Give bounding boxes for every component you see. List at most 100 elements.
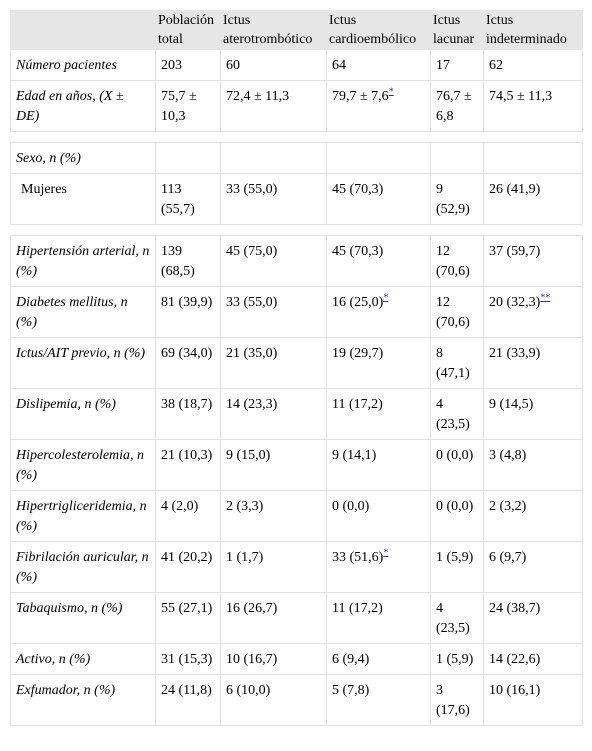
cell: 38 (18,7) xyxy=(155,388,221,440)
cell: 24 (11,8) xyxy=(155,674,221,726)
cell: 69 (34,0) xyxy=(155,337,221,389)
cell: 24 (38,7) xyxy=(483,592,583,644)
spacer-cell xyxy=(430,131,484,143)
empty-cell xyxy=(155,142,221,174)
cell-text: 20 (32,3) xyxy=(489,295,541,310)
cell: 11 (17,2) xyxy=(326,592,431,644)
cell: 6 (9,4) xyxy=(326,643,431,675)
cell: 4 (23,5) xyxy=(430,592,484,644)
cell: 4 (2,0) xyxy=(155,490,221,542)
cell-text: 79,7 ± 7,6 xyxy=(332,89,389,104)
cell: 81 (39,9) xyxy=(155,286,221,338)
empty-cell xyxy=(430,142,484,174)
row-label: Mujeres xyxy=(10,173,156,225)
spacer-cell xyxy=(430,224,484,236)
cell: 31 (15,3) xyxy=(155,643,221,675)
cell: 19 (29,7) xyxy=(326,337,431,389)
cell: 1 (1,7) xyxy=(220,541,327,593)
cell: 64 xyxy=(326,49,431,81)
spacer-cell xyxy=(326,224,431,236)
cell: 74,5 ± 11,3 xyxy=(483,80,583,132)
table-row: Ictus/AIT previo, n (%) 69 (34,0) 21 (35,0… xyxy=(10,337,583,389)
cell: 60 xyxy=(220,49,327,81)
cell: 3 (17,6) xyxy=(430,674,484,726)
header-cell: Ictus lacunar xyxy=(430,10,484,50)
cell: 139 (68,5) xyxy=(155,235,221,287)
cell: 45 (75,0) xyxy=(220,235,327,287)
cell: 20 (32,3)** xyxy=(483,286,583,338)
cell: 14 (23,3) xyxy=(220,388,327,440)
empty-cell xyxy=(220,142,327,174)
cell: 11 (17,2) xyxy=(326,388,431,440)
row-label: Hipercolesterolemia, n (%) xyxy=(10,439,156,491)
cell: 1 (5,9) xyxy=(430,643,484,675)
cell: 6 (9,7) xyxy=(483,541,583,593)
cell: 9 (14,1) xyxy=(326,439,431,491)
footnote-link[interactable]: * xyxy=(383,547,389,559)
cell: 16 (25,0)* xyxy=(326,286,431,338)
cell: 3 (4,8) xyxy=(483,439,583,491)
table-row: Sexo, n (%) xyxy=(10,142,583,174)
cell: 21 (33,9) xyxy=(483,337,583,389)
cell: 6 (10,0) xyxy=(220,674,327,726)
cell: 203 xyxy=(155,49,221,81)
cell: 75,7 ± 10,3 xyxy=(155,80,221,132)
spacer-cell xyxy=(155,131,221,143)
cell: 33 (51,6)* xyxy=(326,541,431,593)
footnote-link[interactable]: * xyxy=(388,86,394,98)
cell: 113 (55,7) xyxy=(155,173,221,225)
cell: 5 (7,8) xyxy=(326,674,431,726)
cell: 1 (5,9) xyxy=(430,541,484,593)
spacer-cell xyxy=(483,224,583,236)
header-cell xyxy=(10,10,156,50)
cell: 16 (26,7) xyxy=(220,592,327,644)
cell: 62 xyxy=(483,49,583,81)
data-table: Población total Ictus aterotrombótico Ictu… xyxy=(10,10,583,726)
row-label: Ictus/AIT previo, n (%) xyxy=(10,337,156,389)
row-label: Hipertrigliceridemia, n (%) xyxy=(10,490,156,542)
table-row: Tabaquismo, n (%) 55 (27,1) 16 (26,7) 11 (1… xyxy=(10,592,583,644)
spacer-cell xyxy=(10,131,156,143)
cell: 9 (52,9) xyxy=(430,173,484,225)
header-cell: Ictus aterotrombótico xyxy=(220,10,327,50)
cell: 10 (16,7) xyxy=(220,643,327,675)
spacer-cell xyxy=(10,224,156,236)
spacer-cell xyxy=(155,224,221,236)
cell-text: 33 (51,6) xyxy=(332,550,384,565)
cell: 33 (55,0) xyxy=(220,286,327,338)
cell: 72,4 ± 11,3 xyxy=(220,80,327,132)
cell: 17 xyxy=(430,49,484,81)
footnote-link[interactable]: * xyxy=(383,292,389,304)
table-row: Diabetes mellitus, n (%) 81 (39,9) 33 (55,… xyxy=(10,286,583,338)
cell: 21 (35,0) xyxy=(220,337,327,389)
table-row: Mujeres 113 (55,7) 33 (55,0) 45 (70,3) 9 (52… xyxy=(10,173,583,225)
row-label: Diabetes mellitus, n (%) xyxy=(10,286,156,338)
cell: 76,7 ± 6,8 xyxy=(430,80,484,132)
cell: 79,7 ± 7,6* xyxy=(326,80,431,132)
cell: 45 (70,3) xyxy=(326,173,431,225)
row-label: Activo, n (%) xyxy=(10,643,156,675)
empty-cell xyxy=(326,142,431,174)
cell: 12 (70,6) xyxy=(430,286,484,338)
row-label: Hipertensión arterial, n (%) xyxy=(10,235,156,287)
table-row: Edad en años, (X ± DE) 75,7 ± 10,3 72,4 ± … xyxy=(10,80,583,132)
table-row: Activo, n (%) 31 (15,3) 10 (16,7) 6 (9,4) 1 … xyxy=(10,643,583,675)
table-body: Número pacientes 203 60 64 17 62 Edad en años,… xyxy=(10,49,583,726)
cell: 10 (16,1) xyxy=(483,674,583,726)
table-row: Exfumador, n (%) 24 (11,8) 6 (10,0) 5 (7,8)… xyxy=(10,674,583,726)
spacer-cell xyxy=(326,131,431,143)
cell: 0 (0,0) xyxy=(430,490,484,542)
spacer-cell xyxy=(220,224,327,236)
cell: 0 (0,0) xyxy=(430,439,484,491)
table-row: Número pacientes 203 60 64 17 62 xyxy=(10,49,583,81)
header-cell: Ictus cardioembólico xyxy=(326,10,431,50)
footnote-link[interactable]: ** xyxy=(540,292,551,304)
table-row: Hipertrigliceridemia, n (%) 4 (2,0) 2 (3,3… xyxy=(10,490,583,542)
spacer-row xyxy=(10,224,583,236)
cell: 9 (15,0) xyxy=(220,439,327,491)
table-row: Dislipemia, n (%) 38 (18,7) 14 (23,3) 11 (1… xyxy=(10,388,583,440)
row-label: Exfumador, n (%) xyxy=(10,674,156,726)
row-label: Fibrilación auricular, n (%) xyxy=(10,541,156,593)
cell: 55 (27,1) xyxy=(155,592,221,644)
